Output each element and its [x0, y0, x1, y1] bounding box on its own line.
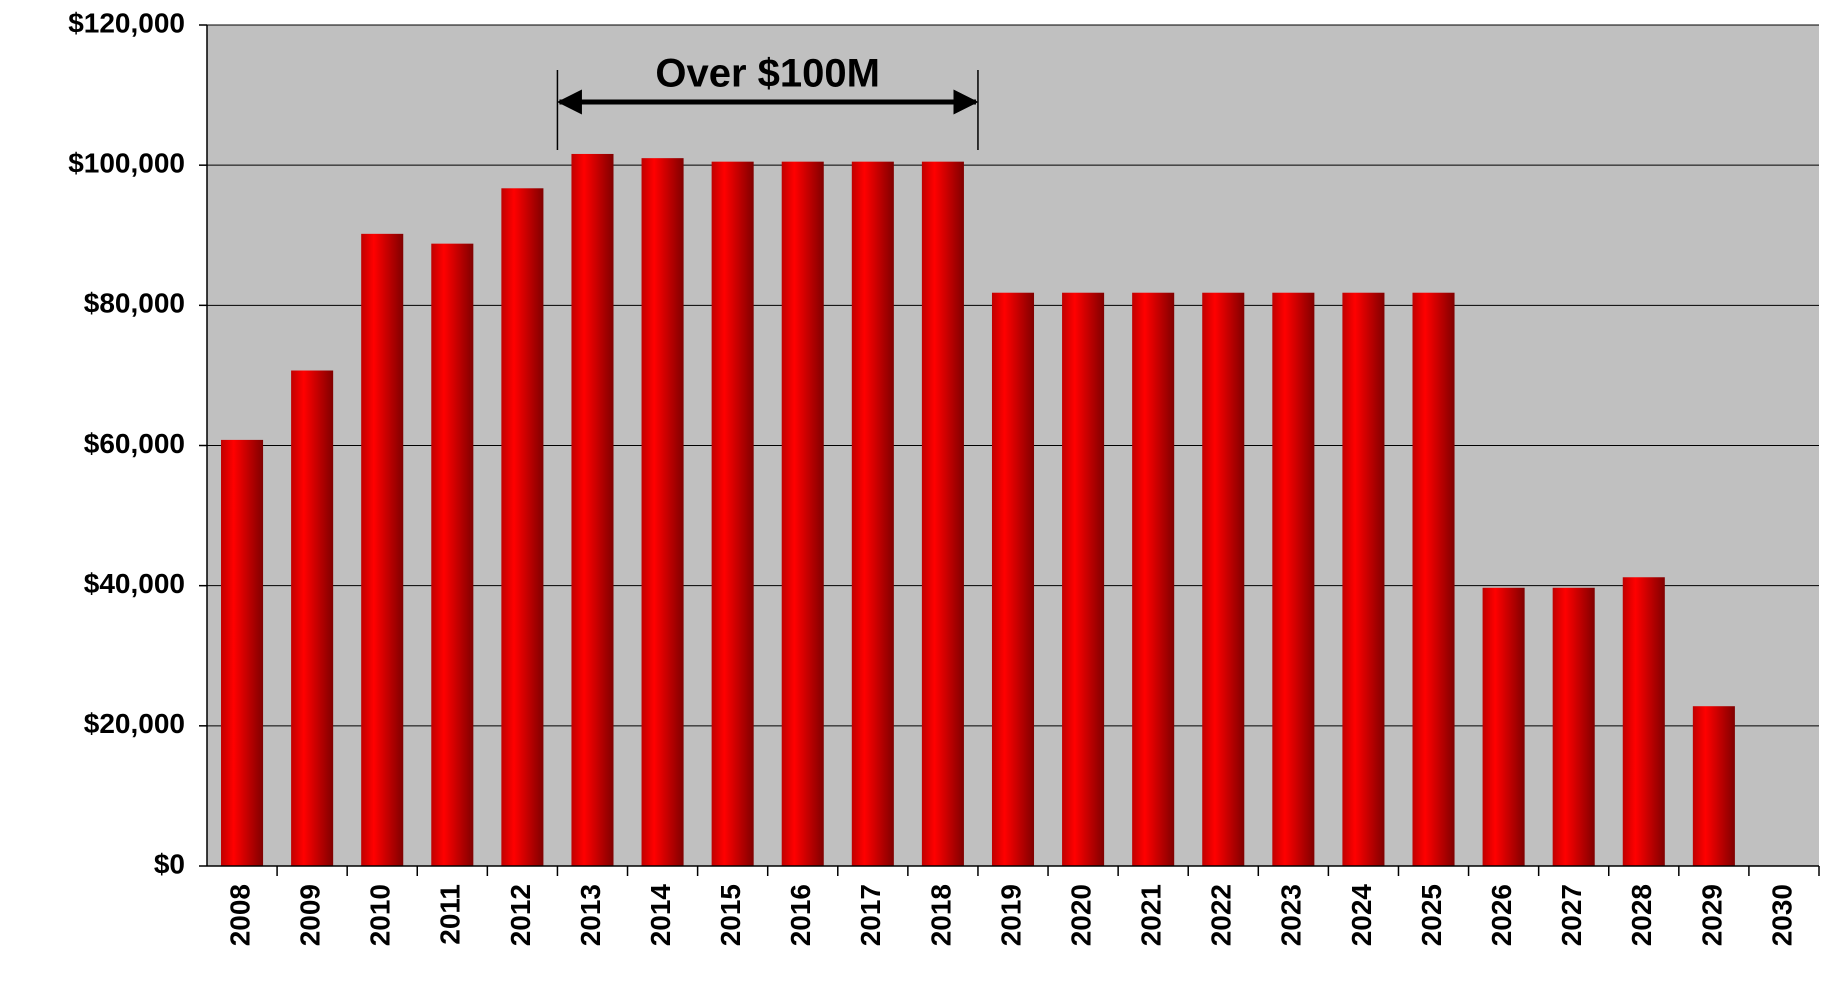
bar [711, 161, 754, 867]
x-tick-label: 2014 [645, 884, 676, 947]
y-tick-label: $100,000 [68, 148, 185, 179]
bar [991, 292, 1035, 866]
bar [1552, 587, 1595, 866]
x-tick-label: 2011 [435, 884, 466, 945]
x-tick-label: 2015 [715, 884, 746, 946]
bar [571, 153, 614, 866]
x-tick-label: 2018 [925, 884, 956, 946]
bar [1622, 577, 1665, 866]
bar [921, 161, 964, 867]
bar [431, 243, 474, 866]
x-tick-label: 2009 [295, 884, 326, 946]
bar [361, 233, 404, 866]
x-tick-label: 2012 [505, 884, 536, 946]
bar [1202, 292, 1245, 866]
x-tick-label: 2013 [575, 884, 606, 946]
y-tick-label: $60,000 [84, 428, 185, 459]
y-tick-label: $20,000 [84, 708, 185, 739]
bar [641, 158, 684, 867]
bar [1062, 292, 1105, 866]
bar [781, 161, 824, 867]
x-tick-label: 2029 [1696, 884, 1727, 946]
bar [1692, 706, 1735, 866]
x-tick-label: 2027 [1556, 884, 1587, 946]
x-tick-label: 2026 [1486, 884, 1517, 946]
x-tick-label: 2023 [1276, 884, 1307, 946]
x-tick-label: 2020 [1065, 884, 1096, 946]
x-tick-label: 2016 [785, 884, 816, 946]
y-tick-label: $80,000 [84, 288, 185, 319]
x-tick-label: 2025 [1416, 884, 1447, 946]
bar [501, 188, 544, 866]
bar [1482, 587, 1525, 866]
bar [1412, 292, 1455, 866]
x-tick-label: 2030 [1766, 884, 1797, 946]
x-tick-label: 2017 [855, 884, 886, 946]
bar [1132, 292, 1175, 866]
y-tick-label: $0 [154, 848, 185, 879]
x-tick-label: 2022 [1206, 884, 1237, 946]
bar [851, 161, 894, 867]
x-tick-label: 2021 [1136, 884, 1167, 946]
annotation-text: Over $100M [655, 52, 880, 96]
bar [1272, 292, 1315, 866]
x-tick-label: 2028 [1626, 884, 1657, 946]
bar [291, 370, 334, 866]
x-tick-label: 2010 [365, 884, 396, 946]
bar [221, 439, 264, 866]
y-tick-label: $120,000 [68, 7, 185, 38]
x-tick-label: 2024 [1346, 884, 1377, 947]
x-tick-label: 2008 [224, 884, 255, 946]
x-tick-label: 2019 [995, 884, 1026, 946]
y-tick-label: $40,000 [84, 568, 185, 599]
bar [1342, 292, 1385, 866]
